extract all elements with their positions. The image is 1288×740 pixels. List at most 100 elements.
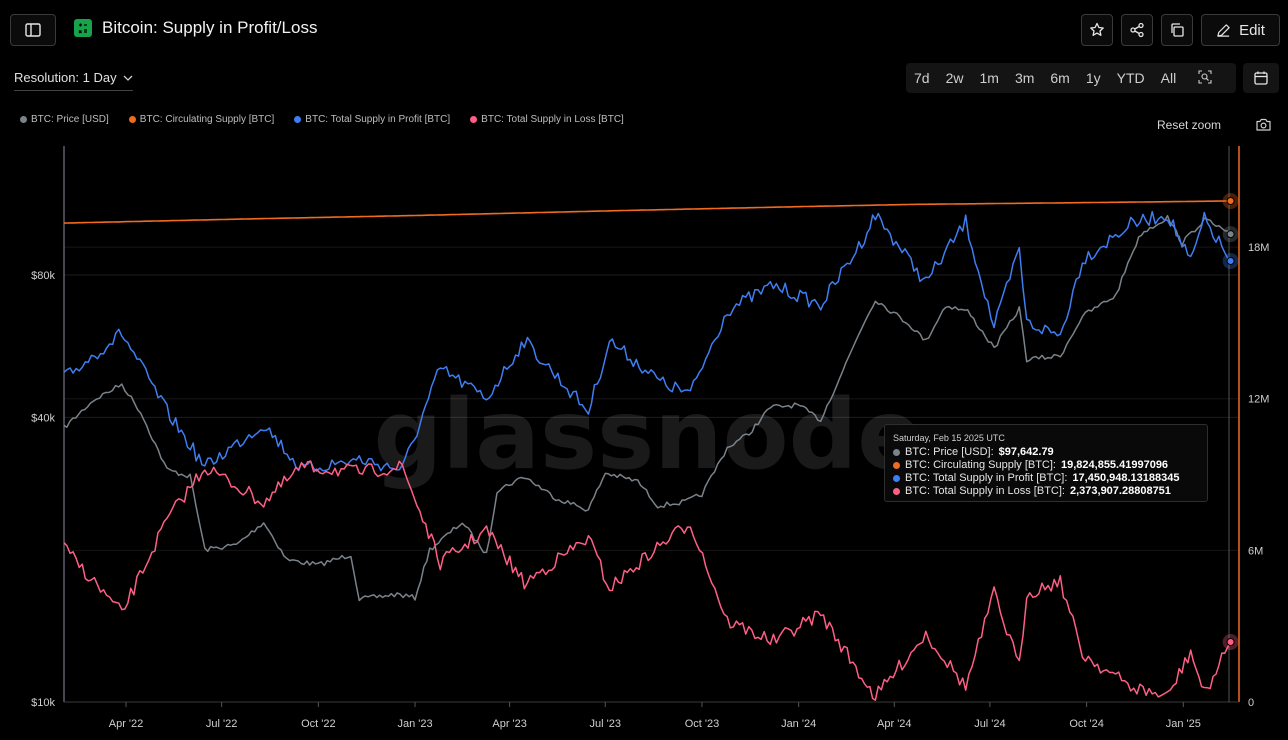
range-ytd[interactable]: YTD: [1116, 70, 1145, 86]
tooltip-dot: [893, 488, 900, 495]
series-line-3: [63, 460, 1232, 701]
tooltip-dot: [893, 462, 900, 469]
series-layer: [63, 200, 1232, 701]
range-3m[interactable]: 3m: [1014, 70, 1035, 86]
hover-marker: [1226, 256, 1235, 265]
reset-zoom-button[interactable]: Reset zoom: [1157, 118, 1222, 132]
calendar-icon: [1254, 71, 1268, 85]
x-tick-label: Jan '24: [781, 718, 816, 730]
star-icon: [1090, 22, 1104, 36]
tooltip-value: 17,450,948.13188345: [1072, 472, 1180, 484]
pencil-icon: [1217, 23, 1230, 37]
y-right-tick-label: 12M: [1248, 394, 1269, 406]
x-tick-label: Oct '23: [685, 718, 720, 730]
series-line-0: [63, 214, 1232, 602]
legend-item-supply-in-loss[interactable]: BTC: Total Supply in Loss [BTC]: [470, 114, 624, 125]
range-7d[interactable]: 7d: [914, 70, 930, 86]
legend-item-circulating-supply[interactable]: BTC: Circulating Supply [BTC]: [128, 114, 275, 125]
watermark: glassnode: [374, 379, 923, 491]
tooltip-value: 19,824,855.41997096: [1061, 459, 1169, 471]
zoom-icon: [1198, 69, 1212, 84]
hover-markers: [1222, 192, 1239, 651]
legend-label: BTC: Circulating Supply [BTC]: [139, 114, 275, 125]
duplicate-button[interactable]: [1161, 14, 1193, 46]
legend-dot: [294, 116, 302, 123]
x-tick-label: Jul '22: [206, 718, 237, 730]
share-icon: [1130, 22, 1144, 38]
share-button[interactable]: [1121, 14, 1153, 46]
hover-marker: [1226, 230, 1235, 239]
legend-label: BTC: Total Supply in Profit [BTC]: [305, 114, 451, 125]
legend-item-supply-in-profit[interactable]: BTC: Total Supply in Profit [BTC]: [294, 114, 450, 125]
y-right-tick-label: 18M: [1248, 242, 1269, 254]
x-tick-label: Oct '22: [301, 718, 336, 730]
range-1m[interactable]: 1m: [979, 70, 999, 86]
hover-marker: [1226, 196, 1235, 205]
y-right-axis-ticks: 0 6M 12M 18M: [1248, 242, 1269, 709]
chart-legend: BTC: Price [USD] BTC: Circulating Supply…: [20, 114, 624, 125]
y-left-axis-ticks: $10k $40k $80k: [31, 270, 55, 709]
range-all[interactable]: All: [1160, 70, 1177, 86]
calendar-button[interactable]: [1243, 63, 1279, 93]
legend-label: BTC: Total Supply in Loss [BTC]: [481, 114, 624, 125]
y-right-tick-label: 0: [1248, 697, 1254, 709]
legend-label: BTC: Price [USD]: [31, 114, 109, 125]
sidebar-toggle-button[interactable]: [10, 14, 56, 46]
tooltip-row-supply-in-profit: BTC: Total Supply in Profit [BTC]: 17,45…: [893, 472, 1199, 485]
tooltip-dot: [893, 449, 900, 456]
tooltip-row-price: BTC: Price [USD]: $97,642.79: [893, 446, 1199, 459]
x-tick-label: Apr '23: [492, 718, 527, 730]
x-tick-label: Jul '24: [974, 718, 1005, 730]
zoom-select-button[interactable]: [1184, 69, 1220, 87]
series-line-1: [63, 200, 1231, 224]
y-left-tick-label: $80k: [31, 270, 55, 282]
tooltip-row-supply-in-loss: BTC: Total Supply in Loss [BTC]: 2,373,9…: [893, 485, 1199, 498]
favorite-button[interactable]: [1081, 14, 1113, 46]
top-bar: Bitcoin: Supply in Profit/Loss Edit: [0, 0, 1288, 60]
metric-icon: [74, 19, 92, 37]
y-left-tick-label: $40k: [31, 412, 55, 424]
export-image-button[interactable]: [1256, 118, 1271, 136]
range-2w[interactable]: 2w: [945, 70, 964, 86]
tooltip-dot: [893, 475, 900, 482]
x-tick-label: Jan '23: [397, 718, 432, 730]
legend-dot: [128, 116, 136, 123]
x-tick-label: Jan '25: [1166, 718, 1201, 730]
tooltip-row-circulating-supply: BTC: Circulating Supply [BTC]: 19,824,85…: [893, 459, 1199, 472]
chevron-down-icon: [123, 75, 133, 81]
range-6m[interactable]: 6m: [1050, 70, 1070, 86]
legend-item-price[interactable]: BTC: Price [USD]: [20, 114, 109, 125]
legend-dot: [470, 116, 478, 123]
tooltip-value: 2,373,907.28808751: [1069, 485, 1171, 497]
page-title: Bitcoin: Supply in Profit/Loss: [102, 18, 318, 37]
x-axis-ticks: Apr '22 Jul '22 Oct '22 Jan '23 Apr '23 Jul '…: [109, 702, 1201, 730]
tooltip-value: $97,642.79: [998, 446, 1054, 458]
sidebar-icon: [25, 23, 41, 37]
legend-dot: [20, 116, 27, 123]
chart-title-group: Bitcoin: Supply in Profit/Loss: [74, 18, 317, 38]
tooltip-label: BTC: Total Supply in Profit [BTC]:: [905, 472, 1068, 484]
edit-button-label: Edit: [1239, 21, 1265, 39]
y-left-tick-label: $10k: [31, 697, 55, 709]
grid-lines: [64, 246, 1239, 703]
resolution-label: Resolution: 1 Day: [14, 70, 117, 85]
time-range-selector: 7d 2w 1m 3m 6m 1y YTD All: [906, 63, 1236, 93]
tooltip-date: Saturday, Feb 15 2025 UTC: [893, 433, 1005, 443]
y-right-tick-label: 6M: [1248, 545, 1263, 557]
x-tick-label: Apr '22: [109, 718, 144, 730]
x-tick-label: Apr '24: [877, 718, 912, 730]
hover-marker: [1226, 638, 1235, 647]
series-line-2: [63, 210, 1232, 472]
x-tick-label: Oct '24: [1069, 718, 1104, 730]
tooltip-label: BTC: Price [USD]:: [905, 446, 994, 458]
copy-icon: [1171, 23, 1184, 37]
camera-icon: [1256, 118, 1271, 131]
range-1y[interactable]: 1y: [1085, 70, 1101, 86]
tooltip-label: BTC: Circulating Supply [BTC]:: [905, 459, 1056, 471]
chart-tooltip: Saturday, Feb 15 2025 UTC BTC: Price [US…: [884, 424, 1208, 502]
resolution-select[interactable]: Resolution: 1 Day: [14, 70, 133, 91]
edit-button[interactable]: Edit: [1201, 14, 1280, 46]
tooltip-label: BTC: Total Supply in Loss [BTC]:: [905, 485, 1065, 497]
x-tick-label: Jul '23: [590, 718, 621, 730]
